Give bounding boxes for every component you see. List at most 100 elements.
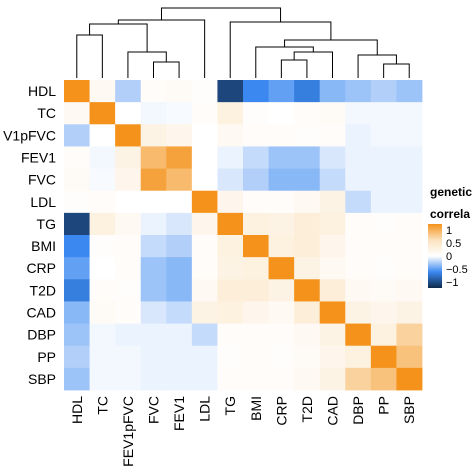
heatmap-cell-TC-TC (89, 102, 116, 125)
heatmap-cell-HDL-HDL (64, 80, 90, 103)
heatmap-cell-FVC-CRP (268, 168, 295, 192)
col-label-LDL: LDL (197, 396, 213, 422)
heatmap-cell-SBP-SBP (396, 367, 423, 391)
heatmap-cell-LDL-BMI (243, 190, 269, 214)
heatmap-cell-FEV1-FEV1 (166, 146, 193, 169)
heatmap-cell-BMI-TG (217, 235, 244, 258)
heatmap-cell-TC-LDL (191, 102, 218, 125)
heatmap-cell-CRP-CAD (319, 257, 346, 280)
col-label-T2D: T2D (299, 396, 315, 422)
heatmap-cell-SBP-CAD (319, 367, 346, 391)
heatmap-cell-CAD-CRP (268, 301, 295, 324)
heatmap-cell-HDL-BMI (243, 80, 269, 103)
heatmap-cell-FVC-T2D (294, 168, 321, 192)
heatmap-cell-TG-TG (217, 212, 244, 236)
heatmap-cell-LDL-SBP (396, 190, 423, 214)
heatmap-cell-FVC-DBP (345, 168, 372, 192)
heatmap-cell-HDL-CAD (319, 80, 346, 103)
heatmap-cell-SBP-TG (217, 367, 244, 391)
legend-title-line: genetic (430, 185, 472, 199)
heatmap-cell-LDL-FVC (140, 190, 167, 214)
heatmap-cell-T2D-CRP (268, 279, 295, 302)
col-label-FEV1pFVC: FEV1pFVC (120, 396, 136, 467)
heatmap-cell-HDL-SBP (396, 80, 423, 103)
heatmap-cell-CRP-TC (89, 257, 116, 280)
heatmap-cell-FVC-FVC (140, 168, 167, 192)
heatmap-cell-PP-HDL (64, 345, 90, 369)
heatmap-cell-CRP-CRP (268, 257, 295, 280)
heatmap-cell-PP-SBP (396, 345, 423, 369)
heatmap-cell-PP-TG (217, 345, 244, 369)
heatmap-cell-V1pFVC-HDL (64, 124, 90, 147)
heatmap-cell-TG-FVC (140, 212, 167, 236)
heatmap-cell-V1pFVC-SBP (396, 124, 423, 147)
row-label-BMI: BMI (31, 238, 56, 254)
heatmap-cell-BMI-TC (89, 235, 116, 258)
col-label-TC: TC (94, 396, 110, 415)
heatmap-cell-HDL-FEV1pFVC (115, 80, 142, 103)
heatmap-cell-CAD-CAD (319, 301, 346, 324)
heatmap-cell-T2D-SBP (396, 279, 423, 302)
heatmap-cell-CRP-BMI (243, 257, 269, 280)
heatmap-cell-BMI-FEV1pFVC (115, 235, 142, 258)
row-label-SBP: SBP (28, 371, 56, 387)
heatmap-cell-BMI-T2D (294, 235, 321, 258)
heatmap-cell-PP-DBP (345, 345, 372, 369)
heatmap-cells (64, 80, 423, 391)
heatmap-cell-V1pFVC-T2D (294, 124, 321, 147)
dendrogram-link (76, 34, 103, 78)
column-dendrogram (76, 7, 410, 78)
legend-colorbar (428, 224, 442, 288)
heatmap-cell-HDL-TC (89, 80, 116, 103)
heatmap-cell-PP-CAD (319, 345, 346, 369)
heatmap-cell-CAD-BMI (243, 301, 269, 324)
row-label-CAD: CAD (26, 305, 56, 321)
heatmap-cell-FEV1-TC (89, 146, 116, 169)
heatmap-cell-CAD-HDL (64, 301, 90, 324)
legend-tick-label: −1 (446, 277, 459, 289)
heatmap-cell-LDL-FEV1pFVC (115, 190, 142, 214)
row-label-T2D: T2D (30, 282, 56, 298)
heatmap-cell-FEV1-SBP (396, 146, 423, 169)
heatmap-cell-FEV1-T2D (294, 146, 321, 169)
heatmap-cell-TG-SBP (396, 212, 423, 236)
col-label-TG: TG (222, 396, 238, 415)
heatmap-cell-T2D-LDL (191, 279, 218, 302)
heatmap-cell-FVC-LDL (191, 168, 218, 192)
row-label-LDL: LDL (30, 194, 56, 210)
heatmap-cell-SBP-TC (89, 367, 116, 391)
dendrogram-link (280, 59, 308, 78)
heatmap-cell-LDL-HDL (64, 190, 90, 214)
color-legend: genetic correla 10.50−0.5−1 (428, 185, 472, 289)
heatmap-cell-FVC-PP (370, 168, 397, 192)
heatmap-cell-T2D-TC (89, 279, 116, 302)
legend-tick-label: 1 (446, 225, 452, 237)
row-label-V1pFVC: V1pFVC (3, 127, 56, 143)
heatmap-cell-T2D-CAD (319, 279, 346, 302)
heatmap-cell-TG-HDL (64, 212, 90, 236)
heatmap-cell-DBP-FEV1pFVC (115, 323, 142, 347)
heatmap-cell-TC-BMI (243, 102, 269, 125)
heatmap-cell-TC-T2D (294, 102, 321, 125)
heatmap-cell-T2D-DBP (345, 279, 372, 302)
heatmap-cell-BMI-PP (370, 235, 397, 258)
heatmap-cell-HDL-LDL (191, 80, 218, 103)
heatmap-cell-TG-PP (370, 212, 397, 236)
col-label-HDL: HDL (69, 396, 85, 424)
heatmap-cell-TC-CRP (268, 102, 295, 125)
heatmap-cell-V1pFVC-PP (370, 124, 397, 147)
heatmap-cell-BMI-SBP (396, 235, 423, 258)
heatmap-cell-TC-FVC (140, 102, 167, 125)
heatmap-cell-TG-FEV1 (166, 212, 193, 236)
heatmap-cell-TG-BMI (243, 212, 269, 236)
heatmap-cell-V1pFVC-FEV1 (166, 124, 193, 147)
heatmap-cell-T2D-HDL (64, 279, 90, 302)
heatmap-cell-SBP-T2D (294, 367, 321, 391)
heatmap-cell-T2D-FEV1pFVC (115, 279, 142, 302)
heatmap-cell-CAD-LDL (191, 301, 218, 324)
heatmap-cell-HDL-PP (370, 80, 397, 103)
heatmap-cell-FEV1-LDL (191, 146, 218, 169)
heatmap-cell-FEV1-CRP (268, 146, 295, 169)
heatmap-cell-LDL-CRP (268, 190, 295, 214)
heatmap-cell-DBP-CAD (319, 323, 346, 347)
